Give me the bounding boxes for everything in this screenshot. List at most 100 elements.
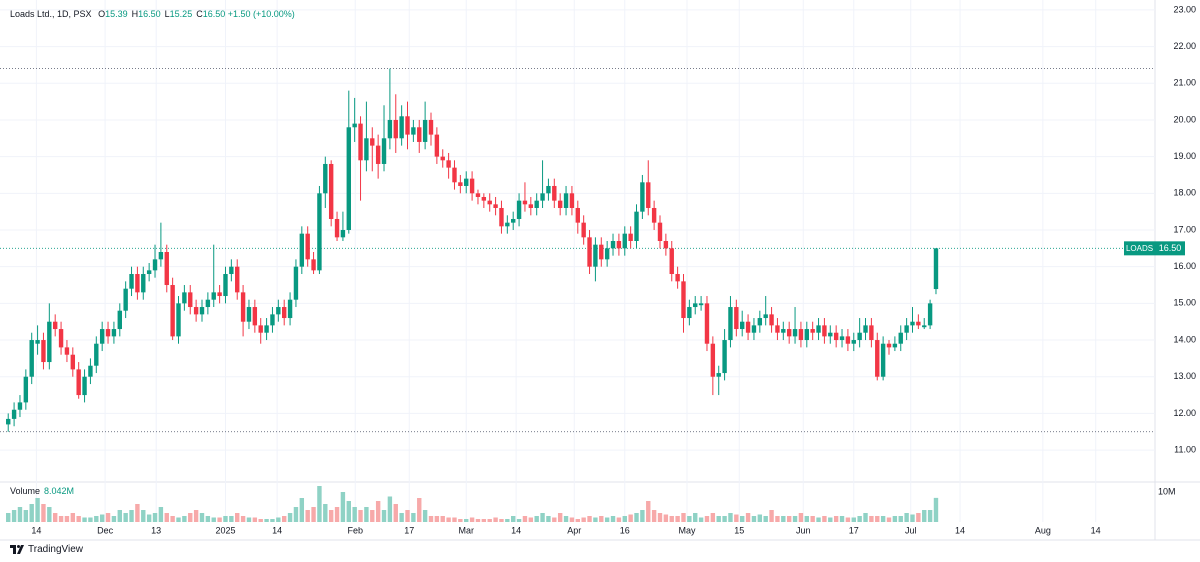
- candle-body: [669, 248, 674, 275]
- candle-body: [464, 178, 469, 186]
- volume-bar: [146, 514, 152, 522]
- volume-bar: [346, 501, 351, 522]
- candle-body: [563, 193, 569, 208]
- candle-body: [557, 200, 563, 208]
- candle-body: [687, 307, 692, 319]
- candle-body: [698, 303, 704, 306]
- candle-body: [792, 329, 798, 337]
- candle-body: [481, 196, 487, 201]
- volume-bar: [892, 516, 898, 522]
- candle-body: [675, 274, 680, 282]
- volume-bar: [804, 516, 809, 522]
- ohlc-value: 15.25: [169, 9, 193, 19]
- candle-body: [616, 241, 622, 249]
- volume-bar: [810, 516, 815, 522]
- volume-bar: [281, 516, 287, 522]
- candle-body: [769, 314, 774, 326]
- candle-body: [188, 292, 193, 308]
- volume-bar: [904, 513, 909, 522]
- candle-body: [105, 329, 111, 337]
- volume-bar: [188, 513, 193, 522]
- candle-body: [205, 299, 211, 308]
- candle-body: [417, 127, 422, 142]
- candle-body: [816, 325, 821, 333]
- volume-bar: [792, 516, 798, 522]
- volume-bar: [927, 510, 933, 522]
- x-tick-label: May: [679, 525, 697, 535]
- volume-bar: [487, 519, 492, 522]
- volume-bar: [252, 517, 258, 522]
- y-tick-label: 15.00: [1173, 298, 1196, 308]
- volume-bar: [851, 517, 856, 522]
- volume-bar: [863, 513, 868, 522]
- candle-body: [775, 325, 780, 333]
- candle-body: [540, 193, 545, 201]
- candle-body: [505, 222, 510, 227]
- candle-body: [182, 292, 187, 304]
- candle-body: [434, 134, 440, 157]
- candle-body: [41, 340, 46, 363]
- candle-body: [111, 329, 117, 337]
- volume-bar: [117, 510, 122, 522]
- volume-bar: [898, 516, 903, 522]
- ohlc-key: O: [98, 9, 106, 19]
- candle-body: [822, 325, 827, 337]
- volume-bar: [657, 513, 663, 522]
- candle-body: [176, 303, 181, 337]
- candle-body: [933, 248, 939, 290]
- candle-body: [23, 376, 29, 403]
- ohlc-value: 16.50: [138, 9, 161, 19]
- volume-bar: [599, 516, 604, 522]
- candle-body: [141, 274, 146, 293]
- candle-body: [358, 123, 363, 161]
- volume-bar: [287, 513, 293, 522]
- candle-body: [82, 376, 87, 396]
- candle-body: [252, 307, 258, 326]
- candle-body: [622, 233, 627, 249]
- symbol-title: Loads Ltd., 1D, PSX: [10, 9, 92, 19]
- candle-body: [693, 303, 698, 308]
- y-tick-label: 13.00: [1173, 371, 1196, 381]
- brand-name: TradingView: [28, 544, 84, 555]
- candle-body: [70, 354, 76, 370]
- volume-bar: [816, 517, 821, 522]
- candle-body: [646, 182, 651, 208]
- candle-body: [146, 270, 152, 275]
- candle-body: [370, 138, 375, 146]
- candle-body: [734, 307, 739, 330]
- candle-body: [458, 182, 463, 186]
- volume-bar: [716, 516, 721, 522]
- volume-bar: [593, 517, 598, 522]
- x-tick-label: Dec: [97, 525, 114, 535]
- volume-bar: [223, 516, 228, 522]
- candle-body: [264, 325, 269, 333]
- candle-body: [740, 321, 745, 330]
- candle-body: [511, 218, 516, 223]
- candle-body: [710, 343, 716, 377]
- candle-body: [475, 193, 481, 197]
- candle-body: [904, 325, 909, 333]
- price-tag-symbol: LOADS: [1126, 244, 1153, 253]
- y-tick-label: 14.00: [1173, 334, 1196, 344]
- x-tick-label: 17: [404, 525, 414, 535]
- candle-body: [193, 307, 199, 315]
- volume-bar: [17, 507, 23, 522]
- x-tick-label: 2025: [215, 525, 235, 535]
- volume-bar: [933, 497, 939, 522]
- candle-body: [293, 266, 299, 300]
- candle-body: [745, 321, 751, 333]
- candle-body: [587, 237, 592, 267]
- candle-body: [135, 274, 140, 293]
- candle-body: [170, 285, 175, 337]
- volume-bar: [434, 516, 440, 522]
- candle-body: [334, 218, 340, 238]
- candle-body: [440, 156, 445, 161]
- volume-header: Volume 8.042M: [10, 486, 74, 496]
- volume-bar: [193, 510, 199, 522]
- candle-body: [311, 259, 316, 271]
- volume-bar: [52, 513, 58, 522]
- candle-body: [604, 248, 610, 260]
- volume-bar: [170, 516, 175, 522]
- brand[interactable]: TradingView: [10, 544, 83, 555]
- volume-bar: [616, 517, 622, 522]
